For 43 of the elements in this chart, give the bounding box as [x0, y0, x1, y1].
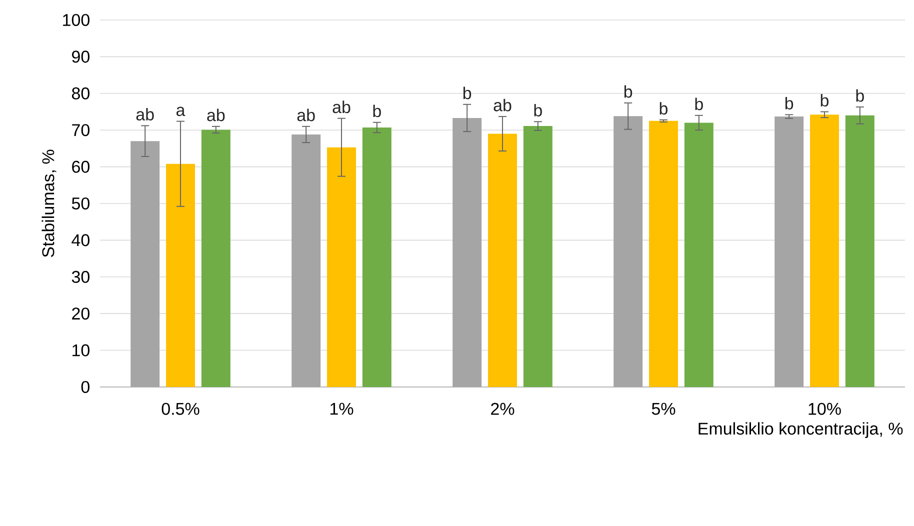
y-tick-label: 50 [72, 197, 90, 210]
y-tick-label: 100 [63, 14, 90, 26]
bar [362, 128, 392, 387]
data-label: b [785, 96, 794, 110]
y-tick-label: 60 [72, 160, 90, 173]
data-label: b [624, 85, 632, 98]
bar [201, 130, 230, 387]
data-label: ab [207, 108, 225, 122]
data-label: b [373, 104, 381, 118]
y-tick-label: 30 [72, 270, 90, 283]
data-label: b [534, 104, 542, 116]
data-label: ab [136, 108, 154, 120]
x-tick-label: 0.5% [162, 402, 200, 415]
data-label: a [176, 106, 186, 116]
bar [845, 115, 874, 387]
bar [810, 114, 839, 387]
bar [649, 120, 678, 387]
y-tick-label: 40 [72, 234, 90, 246]
bar [488, 134, 517, 387]
y-tick-label: 70 [72, 124, 90, 136]
y-tick-label: 10 [72, 344, 90, 356]
x-axis-title: Emulsiklio koncentracija, % [698, 422, 903, 438]
y-tick-label: 80 [72, 87, 90, 100]
x-tick-label: 2% [491, 402, 514, 415]
y-tick-label: 0 [81, 380, 90, 394]
data-label: b [856, 89, 864, 102]
data-label: b [695, 98, 703, 110]
y-axis-title: Stabilumas, % [42, 150, 56, 258]
x-tick-label: 10% [808, 402, 841, 415]
data-label: ab [494, 98, 512, 112]
data-label: b [660, 102, 668, 115]
bar [166, 164, 195, 387]
bar [684, 122, 714, 387]
data-label: b [463, 86, 472, 100]
data-label: b [820, 94, 828, 107]
bar [523, 126, 552, 387]
y-tick-label: 20 [72, 308, 90, 320]
x-tick-label: 5% [652, 402, 676, 415]
x-tick-label: 1% [330, 402, 354, 415]
data-label: ab [332, 100, 350, 114]
y-tick-label: 90 [72, 50, 90, 63]
bar [327, 147, 356, 387]
data-label: ab [297, 108, 315, 122]
